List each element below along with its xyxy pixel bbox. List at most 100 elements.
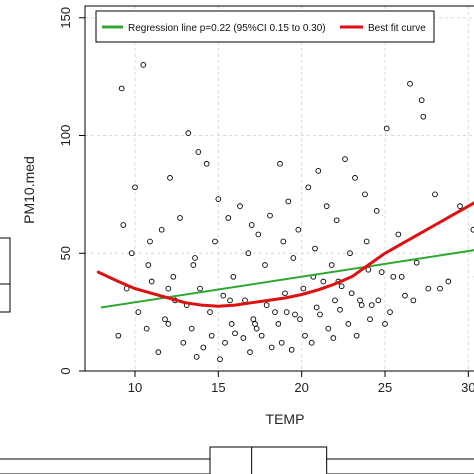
data-point: [367, 316, 373, 323]
data-point: [390, 273, 397, 280]
data-point: [190, 262, 197, 268]
data-point: [165, 321, 172, 327]
y-tick-label: 0: [58, 367, 73, 374]
data-point: [200, 344, 207, 351]
data-point: [272, 309, 278, 315]
y-tick-label: 150: [58, 7, 73, 29]
data-point: [285, 198, 292, 205]
data-point: [275, 321, 282, 327]
fit-lines: [96, 201, 474, 309]
data-point: [140, 62, 147, 68]
marginal-boxplot-x: [0, 446, 474, 474]
data-point: [170, 273, 177, 280]
data-point: [185, 130, 192, 137]
x-boxplot-box: [209, 446, 328, 474]
data-point: [305, 184, 312, 191]
data-point: [338, 283, 345, 290]
data-point: [398, 273, 405, 280]
data-point: [118, 85, 125, 92]
data-point: [258, 332, 265, 339]
data-point: [445, 278, 452, 285]
data-point: [330, 335, 337, 341]
data-point: [297, 316, 303, 323]
data-point: [230, 273, 237, 280]
data-point: [132, 184, 138, 191]
y-axis: 0 50 100 150: [58, 7, 85, 375]
data-point: [177, 215, 183, 221]
data-point: [225, 215, 232, 221]
data-point: [143, 325, 150, 332]
data-point: [197, 285, 203, 292]
data-point: [347, 250, 353, 257]
data-point: [188, 325, 195, 332]
data-point: [228, 321, 235, 327]
data-point: [288, 346, 295, 353]
data-point: [217, 356, 223, 363]
data-point: [203, 160, 210, 167]
data-point: [425, 285, 432, 292]
data-point: [207, 309, 213, 315]
data-point: [148, 278, 155, 285]
data-point: [407, 80, 413, 87]
data-point: [292, 311, 298, 318]
data-point: [420, 113, 427, 120]
data-point: [193, 354, 200, 360]
data-point: [255, 231, 262, 238]
data-point: [277, 160, 283, 167]
data-point: [290, 255, 297, 261]
data-point: [323, 203, 330, 210]
data-point: [437, 285, 443, 292]
data-point: [333, 217, 340, 224]
y-tick-label: 50: [58, 246, 73, 260]
data-point: [248, 222, 255, 228]
data-point: [402, 292, 408, 299]
data-point: [247, 349, 253, 356]
data-point: [280, 238, 287, 245]
data-point: [470, 226, 474, 233]
data-point: [283, 309, 290, 315]
x-axis: 10 15 20 25 30: [128, 371, 474, 395]
data-point: [252, 321, 258, 327]
data-point: [328, 262, 335, 268]
data-point: [312, 245, 318, 252]
data-point: [457, 203, 463, 210]
legend-box: [95, 10, 435, 43]
data-point: [313, 304, 320, 311]
data-point: [158, 226, 165, 233]
data-point: [278, 339, 285, 346]
y-axis-label: PM10.med: [21, 156, 37, 224]
data-point: [387, 309, 393, 315]
legend-label-best-fit: Best fit curve: [368, 23, 426, 34]
y-boxplot-box: [0, 237, 11, 313]
data-point: [147, 238, 153, 245]
plot-frame: [84, 5, 474, 372]
data-point: [192, 255, 198, 261]
data-point: [325, 325, 332, 332]
data-point: [363, 238, 370, 245]
data-point: [282, 290, 288, 297]
data-point: [212, 238, 218, 245]
x-tick-label: 10: [128, 380, 142, 395]
x-tick-label: 20: [294, 380, 308, 395]
data-point: [268, 344, 275, 351]
data-point: [368, 302, 375, 308]
data-point: [145, 262, 152, 268]
data-point: [378, 269, 385, 275]
data-point: [128, 250, 135, 257]
data-point: [195, 149, 202, 155]
data-point: [332, 297, 338, 304]
data-point: [358, 302, 365, 308]
data-point: [115, 332, 122, 339]
data-point: [295, 226, 302, 233]
data-point: [413, 259, 420, 266]
data-point: [410, 297, 417, 304]
data-point: [383, 125, 390, 132]
data-point: [317, 311, 323, 318]
marginal-boxplot-y: [0, 237, 11, 313]
data-point: [348, 290, 355, 297]
data-point: [432, 191, 438, 198]
data-point: [215, 196, 222, 202]
data-point: [373, 208, 380, 214]
legend: Regression line p=0.22 (95%CI 0.15 to 0.…: [95, 10, 435, 43]
data-point: [263, 302, 270, 308]
